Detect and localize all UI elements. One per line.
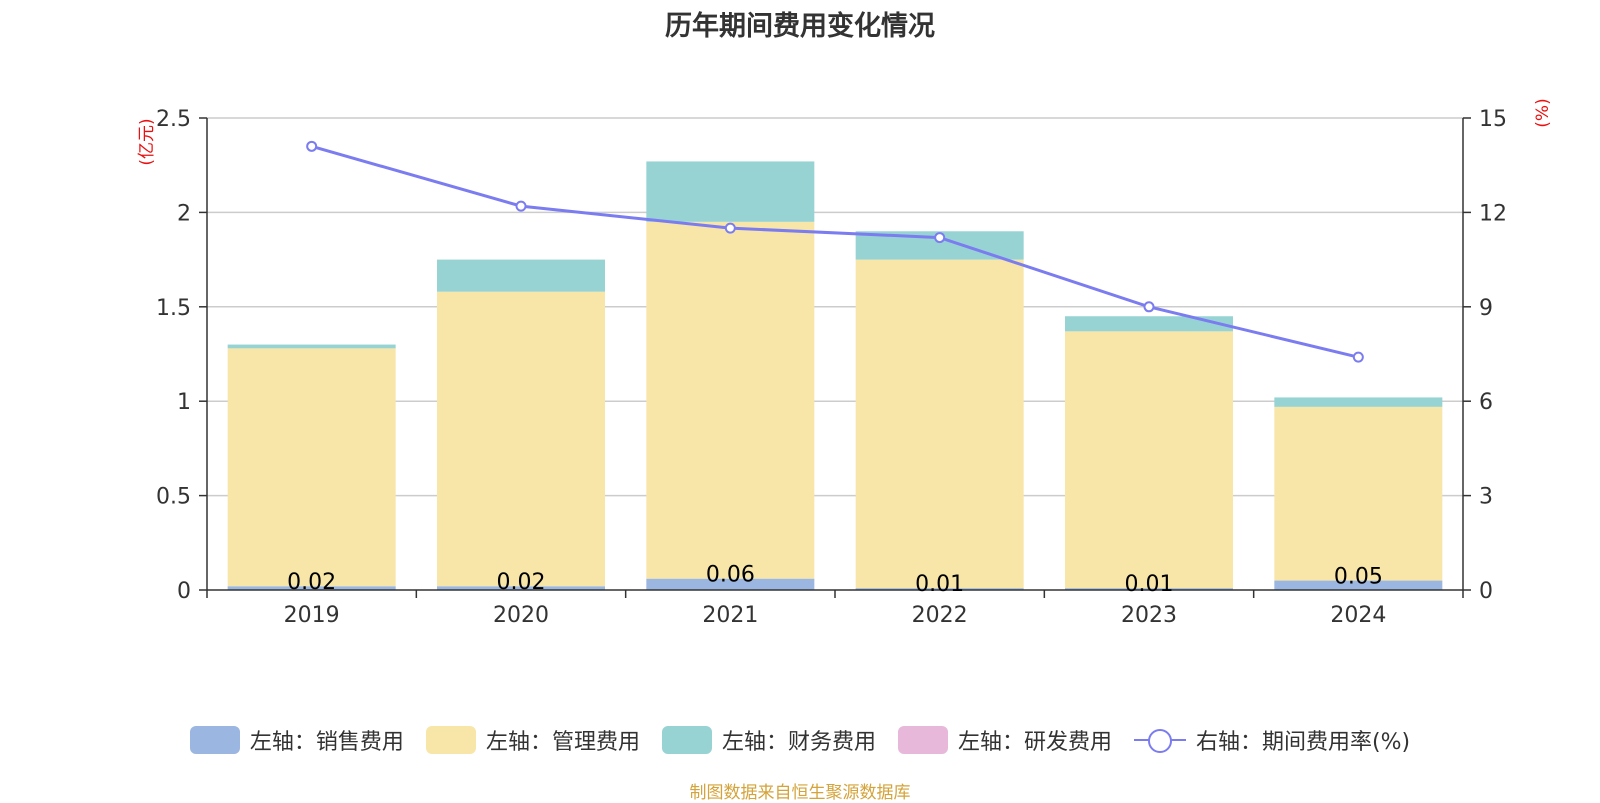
legend-label-finance: 左轴：财务费用 (721, 730, 876, 755)
data-label-sales: 0.02 (497, 570, 546, 595)
data-labels: 0.02 0.02 0.06 0.01 0.01 0.05 (287, 563, 1383, 597)
bar-admin (1274, 406, 1443, 581)
bar-admin (855, 259, 1024, 589)
bar-sales (646, 578, 815, 590)
data-label-sales: 0.06 (706, 563, 755, 588)
y-right-tick-label: 0 (1479, 579, 1493, 604)
y-left-tick-label: 2.5 (156, 107, 191, 132)
y-left-tick-label: 2 (177, 201, 191, 226)
bar-admin (227, 348, 396, 587)
bar-series (227, 161, 1443, 590)
legend-item-finance[interactable]: 左轴：财务费用 (661, 724, 876, 756)
data-source-note: 制图数据来自恒生聚源数据库 (689, 783, 911, 803)
legend: 左轴：销售费用 左轴：管理费用 左轴：财务费用 左轴：研发费用 右轴：期间费用率… (0, 720, 1600, 760)
bar-sales (855, 588, 1024, 590)
point-rate (934, 232, 946, 244)
legend-swatch-finance (661, 726, 712, 754)
point-rate (515, 200, 527, 212)
bar-finance (1065, 316, 1233, 332)
x-tick-label: 2022 (912, 603, 968, 628)
y-right-tick-label: 6 (1479, 390, 1493, 415)
x-tick-label: 2021 (702, 603, 758, 628)
legend-label-sales: 左轴：销售费用 (249, 730, 404, 755)
data-label-sales: 0.02 (287, 570, 336, 595)
legend-swatch-sales (189, 726, 240, 754)
y-left-tick-label: 1.5 (156, 296, 191, 321)
legend-item-sales[interactable]: 左轴：销售费用 (189, 724, 404, 756)
legend-label-rnd: 左轴：研发费用 (957, 730, 1112, 755)
bar-finance (646, 161, 815, 222)
chart-title: 历年期间费用变化情况 (665, 11, 935, 42)
bar-sales (437, 586, 605, 590)
bar-sales (1065, 588, 1233, 590)
x-tick-label: 2023 (1121, 603, 1177, 628)
bar-sales (1274, 580, 1443, 590)
legend-swatch-rate (1133, 726, 1186, 754)
point-rate (1352, 351, 1364, 363)
bar-admin (646, 221, 815, 579)
axes: 0 0.5 1 1.5 2 2.5 0 3 6 9 12 15 (亿元) (%) 2019 2020 2021 2… (137, 98, 1553, 628)
legend-item-rnd[interactable]: 左轴：研发费用 (897, 724, 1112, 756)
bar-finance (227, 344, 396, 349)
point-rate (306, 140, 318, 152)
bar-admin (437, 291, 605, 587)
y-right-unit: (%) (1533, 98, 1553, 127)
legend-swatch-rnd (897, 726, 948, 754)
legend-item-admin[interactable]: 左轴：管理费用 (425, 724, 640, 756)
x-tick-label: 2019 (284, 603, 340, 628)
chart-canvas: 0 0.5 1 1.5 2 2.5 0 3 6 9 12 15 (亿元) (%) 2019 2020 2021 2… (137, 98, 1553, 628)
legend-label-rate: 右轴：期间费用率(%) (1195, 730, 1411, 755)
y-right-tick-label: 3 (1479, 485, 1493, 510)
legend-swatch-admin (425, 726, 476, 754)
y-left-tick-label: 1 (177, 390, 191, 415)
point-rate (724, 222, 736, 234)
legend-item-rate[interactable]: 右轴：期间费用率(%) (1133, 724, 1411, 756)
y-left-tick-label: 0 (177, 579, 191, 604)
x-tick-label: 2024 (1330, 603, 1386, 628)
bar-sales (227, 586, 396, 590)
point-rate (1143, 301, 1155, 313)
y-right-tick-label: 12 (1479, 201, 1507, 226)
bar-admin (1065, 331, 1233, 589)
line-rate (311, 144, 1359, 359)
y-right-tick-label: 9 (1479, 296, 1493, 321)
bar-finance (437, 259, 605, 292)
y-right-tick-label: 15 (1479, 107, 1507, 132)
line-series (306, 140, 1364, 363)
x-tick-label: 2020 (493, 603, 549, 628)
bar-finance (1274, 397, 1443, 407)
data-label-sales: 0.05 (1334, 565, 1383, 590)
data-label-sales: 0.01 (1125, 572, 1174, 597)
gridlines (207, 117, 1463, 497)
y-left-tick-label: 0.5 (156, 485, 191, 510)
data-label-sales: 0.01 (915, 572, 964, 597)
y-left-unit: (亿元) (137, 118, 157, 165)
legend-label-admin: 左轴：管理费用 (485, 730, 640, 755)
